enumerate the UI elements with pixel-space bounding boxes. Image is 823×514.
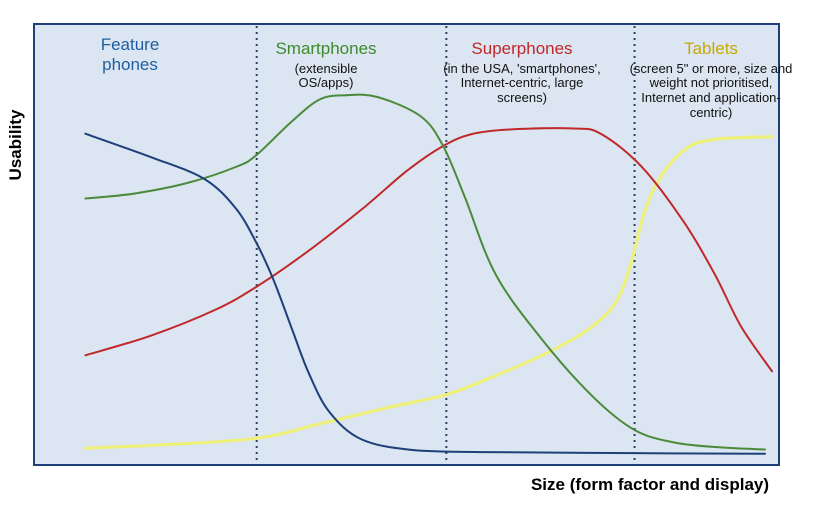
category-description: (extensible OS/apps) bbox=[294, 60, 358, 91]
series-line-feature-phones bbox=[84, 132, 766, 455]
category-description: (screen 5" or more, size and weight not … bbox=[629, 60, 793, 121]
plot-background bbox=[33, 23, 780, 466]
series-line-smartphones bbox=[84, 93, 766, 451]
category-description: (in the USA, 'smartphones', Internet-cen… bbox=[443, 60, 601, 106]
category-label-tablets: Tablets (screen 5" or more, size and wei… bbox=[626, 39, 796, 121]
y-axis-title: Usability bbox=[6, 109, 25, 181]
category-dividers bbox=[255, 26, 636, 463]
category-label-superphones: Superphones (in the USA, 'smartphones', … bbox=[433, 39, 611, 106]
category-title: Smartphones bbox=[275, 39, 377, 58]
category-title: Tablets bbox=[684, 39, 738, 58]
series-line-superphones bbox=[84, 127, 773, 373]
category-title: Superphones bbox=[471, 39, 573, 58]
series-layer bbox=[83, 93, 774, 455]
x-axis-title: Size (form factor and display) bbox=[530, 475, 770, 494]
category-label-feature-phones: Feature phones bbox=[65, 35, 195, 74]
category-title: Feature phones bbox=[100, 35, 160, 74]
category-label-smartphones: Smartphones (extensible OS/apps) bbox=[255, 39, 397, 91]
